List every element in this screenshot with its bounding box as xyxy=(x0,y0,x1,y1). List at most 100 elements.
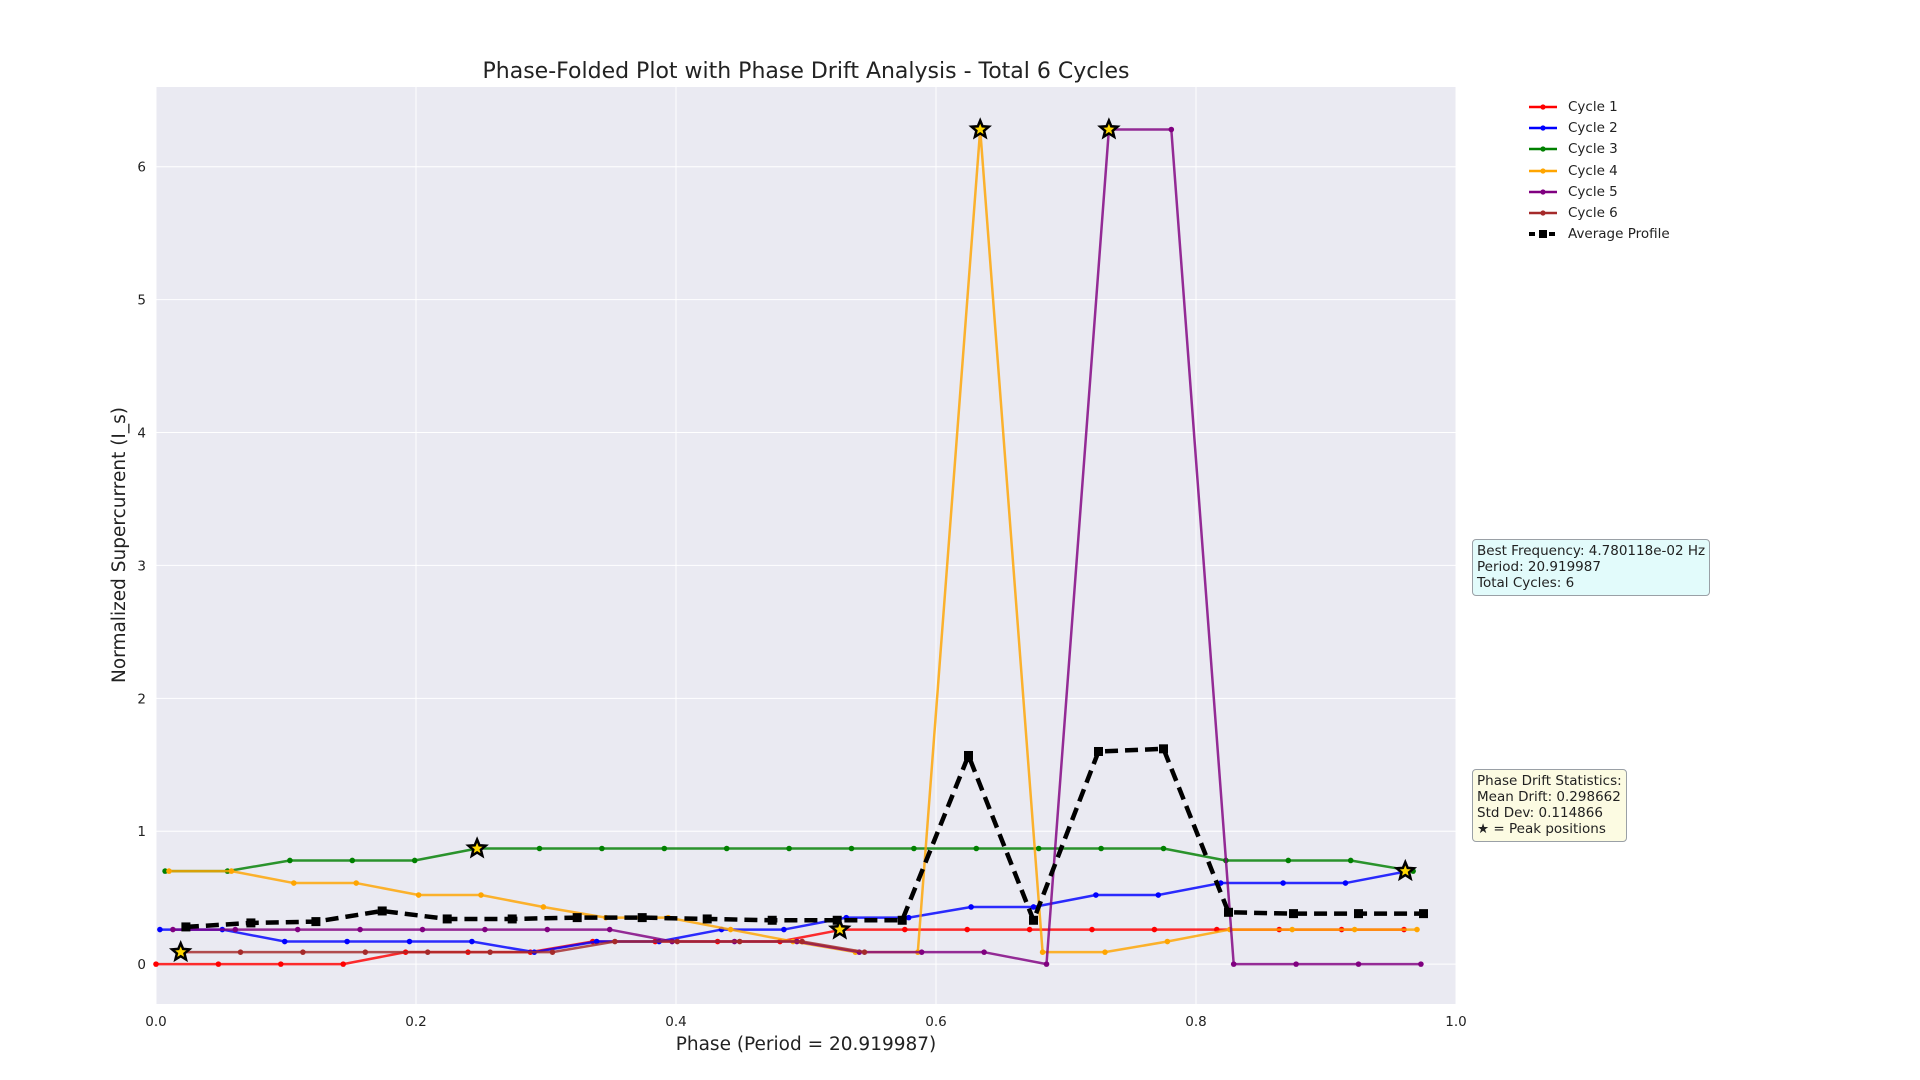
data-point xyxy=(1155,892,1162,898)
data-point xyxy=(482,926,488,933)
y-tick-label: 3 xyxy=(137,558,146,574)
data-point xyxy=(411,857,418,864)
data-point xyxy=(781,926,787,933)
peak-star-marker xyxy=(465,836,489,859)
data-point xyxy=(349,857,356,864)
x-tick-label: 0.4 xyxy=(665,1014,686,1030)
data-point xyxy=(1029,915,1038,925)
x-axis-label: Phase (Period = 20.919987) xyxy=(676,1034,937,1055)
data-point xyxy=(300,949,306,955)
y-tick-label: 0 xyxy=(137,957,146,973)
legend-swatch-cycle-5 xyxy=(1529,189,1557,195)
legend-label: Average Profile xyxy=(1568,226,1670,243)
data-point xyxy=(973,845,980,852)
data-point xyxy=(415,892,422,898)
data-point xyxy=(237,949,244,955)
peak-markers xyxy=(168,117,1418,963)
data-point xyxy=(727,926,734,933)
data-point xyxy=(964,926,970,933)
data-point xyxy=(1094,746,1103,756)
data-point xyxy=(1293,961,1299,967)
stats-peak-note: ★ = Peak positions xyxy=(1477,821,1606,837)
legend-swatch-cycle-6 xyxy=(1529,210,1557,216)
data-point xyxy=(911,845,917,852)
data-point xyxy=(170,926,176,933)
chart-title: Phase-Folded Plot with Phase Drift Analy… xyxy=(483,59,1130,84)
legend-swatch-average xyxy=(1529,230,1557,239)
grid-lines xyxy=(155,87,1457,1004)
data-point xyxy=(1355,961,1362,967)
data-point xyxy=(228,868,235,874)
y-tick-label: 6 xyxy=(137,160,146,176)
series-lines xyxy=(153,126,1428,967)
data-point xyxy=(153,961,159,967)
y-tick-label: 1 xyxy=(137,824,146,840)
data-point xyxy=(918,949,925,955)
data-point xyxy=(442,914,452,924)
data-point xyxy=(246,918,256,928)
data-point xyxy=(544,926,551,933)
data-point xyxy=(424,949,431,955)
data-point xyxy=(1280,880,1286,886)
data-point xyxy=(287,857,293,864)
data-point xyxy=(1026,926,1033,933)
data-point xyxy=(902,926,908,933)
data-point xyxy=(1168,126,1175,133)
legend-label: Cycle 6 xyxy=(1568,205,1618,222)
data-point xyxy=(1151,926,1158,933)
data-point xyxy=(294,926,301,933)
stats-std-dev: Std Dev: 0.114866 xyxy=(1477,805,1603,821)
data-point xyxy=(736,938,743,945)
data-point xyxy=(1354,909,1363,919)
x-tick-label: 0.0 xyxy=(145,1014,166,1030)
legend-swatch-cycle-4 xyxy=(1529,167,1557,174)
data-point xyxy=(593,938,600,945)
x-tick-label: 0.2 xyxy=(405,1014,426,1030)
data-point xyxy=(1089,926,1095,933)
peak-star-marker xyxy=(1097,117,1121,140)
chart-legend: Cycle 1 Cycle 2 Cycle 3 Cycle 4 Cycle 5 … xyxy=(1528,96,1698,245)
data-point xyxy=(572,913,582,923)
legend-label: Cycle 2 xyxy=(1568,119,1618,136)
data-point xyxy=(968,904,974,910)
data-point xyxy=(723,845,730,852)
data-point xyxy=(637,913,647,923)
info-frequency: Best Frequency: 4.780118e-02 Hz xyxy=(1477,543,1706,559)
legend-item: Cycle 1 xyxy=(1528,96,1698,117)
data-point xyxy=(1160,845,1167,852)
legend-swatch-marker xyxy=(1540,104,1546,110)
data-point xyxy=(344,938,350,945)
series-average-profile xyxy=(181,744,1428,932)
data-point xyxy=(377,906,387,916)
data-point xyxy=(1043,961,1050,967)
data-point xyxy=(786,845,792,852)
series-cycle-3 xyxy=(162,845,1416,874)
data-point xyxy=(964,750,973,760)
data-point xyxy=(1347,857,1354,864)
legend-swatch-cycle-2 xyxy=(1529,125,1557,131)
stats-heading: Phase Drift Statistics: xyxy=(1477,773,1622,789)
peak-star-marker xyxy=(1393,858,1418,882)
data-point xyxy=(487,949,493,955)
data-point xyxy=(1030,904,1037,910)
data-point xyxy=(599,845,605,852)
data-point xyxy=(606,926,613,933)
data-point xyxy=(232,926,239,933)
data-point xyxy=(1035,845,1042,852)
data-point xyxy=(1093,892,1099,898)
data-point xyxy=(1039,949,1046,955)
data-point xyxy=(848,845,855,852)
data-point xyxy=(1159,744,1168,754)
data-point xyxy=(661,845,668,852)
data-point xyxy=(357,926,363,933)
data-point xyxy=(215,961,222,967)
legend-swatch-marker xyxy=(1540,167,1546,174)
data-point xyxy=(1351,926,1358,933)
data-point xyxy=(549,949,556,955)
data-point xyxy=(832,915,842,925)
legend-item: Cycle 4 xyxy=(1528,160,1698,181)
data-point xyxy=(1342,880,1349,886)
x-tick-label: 0.8 xyxy=(1185,1014,1206,1030)
legend-item: Cycle 2 xyxy=(1528,117,1698,138)
